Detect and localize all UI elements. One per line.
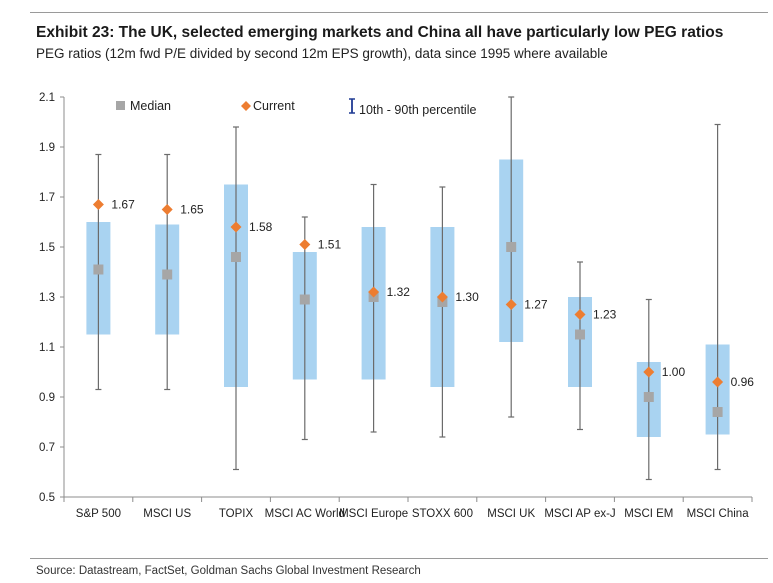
current-marker [161, 204, 173, 215]
x-tick-label: S&P 500 [76, 508, 121, 520]
current-value-label: 1.27 [524, 298, 548, 312]
median-marker [299, 294, 310, 305]
source-note: Source: Datastream, FactSet, Goldman Sac… [36, 565, 421, 577]
median-marker [575, 329, 585, 340]
median-marker [231, 252, 241, 262]
x-tick-label: STOXX 600 [412, 508, 473, 520]
y-tick-label: 0.7 [39, 442, 55, 454]
current-value-label: 1.67 [111, 198, 135, 212]
current-value-label: 1.23 [593, 308, 617, 322]
legend-median-swatch [116, 101, 125, 110]
current-value-label: 0.96 [731, 375, 755, 389]
current-marker [299, 239, 311, 250]
current-value-label: 1.65 [180, 203, 204, 217]
current-marker [574, 309, 586, 320]
legend-current-swatch [241, 101, 251, 111]
median-marker [93, 264, 104, 275]
chart-subtitle: PEG ratios (12m fwd P/E divided by secon… [36, 46, 608, 61]
x-tick-label: MSCI Europe [339, 508, 408, 520]
bottom-rule [30, 558, 768, 559]
current-value-label: 1.30 [455, 290, 479, 304]
y-tick-label: 2.1 [39, 92, 55, 104]
current-marker [368, 286, 380, 298]
current-marker [505, 299, 517, 310]
current-value-label: 1.58 [249, 220, 273, 234]
top-rule [30, 12, 768, 13]
y-tick-label: 1.5 [39, 242, 55, 254]
legend-current-label: Current [253, 99, 295, 113]
x-tick-label: MSCI AP ex-J [544, 508, 615, 520]
y-tick-label: 1.9 [39, 142, 55, 154]
x-tick-label: MSCI EM [624, 508, 673, 520]
x-tick-label: MSCI UK [487, 508, 535, 520]
current-marker [643, 366, 655, 378]
x-tick-label: MSCI AC World [265, 508, 345, 520]
x-tick-label: MSCI China [687, 508, 750, 520]
current-value-label: 1.51 [318, 238, 342, 252]
median-marker [162, 269, 173, 280]
current-value-label: 1.00 [662, 365, 686, 379]
chart-title: Exhibit 23: The UK, selected emerging ma… [36, 24, 724, 41]
y-tick-label: 1.1 [39, 342, 55, 354]
x-tick-label: MSCI US [143, 508, 191, 520]
y-tick-label: 1.7 [39, 192, 55, 204]
y-tick-label: 1.3 [39, 292, 55, 304]
current-marker [712, 376, 724, 388]
current-marker [92, 199, 104, 210]
median-marker [712, 407, 723, 417]
y-tick-label: 0.9 [39, 392, 55, 404]
y-tick-label: 0.5 [39, 492, 55, 504]
median-marker [506, 242, 517, 252]
current-marker [230, 221, 242, 233]
current-value-label: 1.32 [387, 285, 411, 299]
legend-range-label: 10th - 90th percentile [359, 103, 476, 117]
legend-median-label: Median [130, 99, 171, 113]
x-tick-label: TOPIX [219, 508, 254, 520]
current-marker [436, 291, 448, 303]
median-marker [643, 392, 654, 402]
